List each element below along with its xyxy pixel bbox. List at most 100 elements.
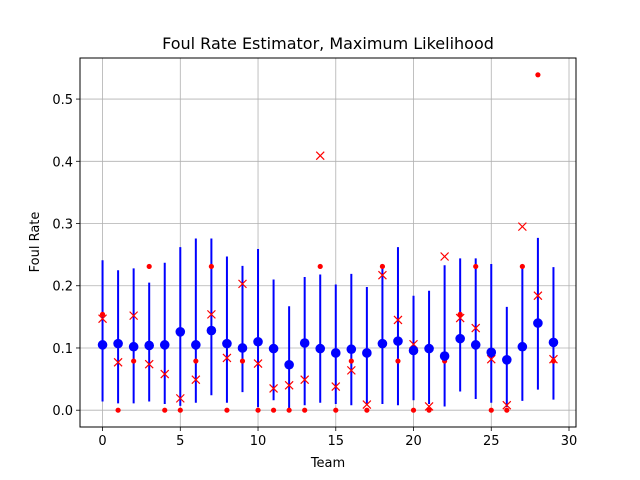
x-stroke <box>517 222 527 232</box>
estimate-point <box>346 344 357 355</box>
x-stroke <box>502 400 512 410</box>
red-dot-point <box>348 358 354 364</box>
x-tick-label: 25 <box>483 434 500 449</box>
red-dot-point <box>224 407 230 413</box>
estimate-point <box>175 326 186 337</box>
red-x-point <box>549 354 558 364</box>
estimate-point <box>517 341 528 352</box>
red-dot-point <box>519 263 525 270</box>
estimate-point <box>284 359 294 370</box>
x-stroke <box>269 383 279 393</box>
x-stroke <box>238 279 247 289</box>
red-x-point <box>377 270 387 280</box>
estimate-point <box>393 336 403 346</box>
red-dot-point <box>270 407 277 413</box>
y-tick-label: 0.3 <box>52 218 73 233</box>
estimate-point <box>222 338 232 349</box>
red-x-point <box>269 383 279 393</box>
red-dot-point <box>193 358 199 364</box>
x-stroke <box>362 400 372 410</box>
y-tick-label: 0.5 <box>52 93 73 108</box>
red-x-point <box>486 354 496 364</box>
red-dot-point <box>379 263 386 270</box>
red-dot-point <box>162 407 168 413</box>
interval-layer <box>101 237 555 409</box>
red-x-point <box>144 359 154 369</box>
estimate-point <box>470 340 481 350</box>
x-tick-label: 10 <box>250 434 267 449</box>
x-stroke <box>455 313 465 323</box>
x-stroke <box>98 314 107 324</box>
red-x-point <box>98 314 107 324</box>
x-stroke <box>222 353 232 363</box>
red-x-point <box>113 357 123 367</box>
y-tick-label: 0.1 <box>52 342 73 357</box>
estimate-point <box>268 343 279 354</box>
x-stroke <box>549 354 558 364</box>
estimate-point <box>408 345 419 356</box>
estimate-point <box>502 354 512 365</box>
red-x-point <box>471 323 481 333</box>
x-tick-label: 15 <box>328 434 345 449</box>
estimate-point <box>424 343 434 354</box>
red-x-point <box>191 375 201 385</box>
estimate-point <box>439 351 450 361</box>
x-stroke <box>253 359 263 368</box>
x-stroke <box>346 365 356 375</box>
marker-layer <box>97 72 559 413</box>
red-x-point <box>533 291 543 301</box>
x-stroke <box>144 359 154 369</box>
estimate-point <box>455 333 465 344</box>
estimate-point <box>113 338 123 349</box>
red-dot-point <box>146 263 152 270</box>
red-dot-point <box>99 311 106 317</box>
x-stroke <box>284 380 294 390</box>
red-x-point <box>517 222 527 232</box>
x-tick-label: 30 <box>561 434 578 449</box>
red-x-point <box>253 359 263 368</box>
x-stroke <box>471 323 481 333</box>
estimate-point <box>159 340 170 350</box>
red-x-point <box>129 311 139 321</box>
estimate-point <box>315 343 326 354</box>
estimate-point <box>97 340 108 350</box>
red-dot-point <box>535 72 541 78</box>
estimate-point <box>128 341 139 352</box>
chart-title: Foul Rate Estimator, Maximum Likelihood <box>162 34 494 53</box>
red-dot-point <box>488 407 494 413</box>
red-x-point <box>346 365 356 375</box>
red-x-point <box>455 313 465 323</box>
red-x-point <box>175 393 185 403</box>
estimate-point <box>253 336 263 347</box>
red-dot-point <box>302 407 308 413</box>
red-dot-point <box>131 358 137 364</box>
grid-layer <box>80 58 576 427</box>
red-dot-point <box>255 407 261 413</box>
x-tick-label: 5 <box>176 434 184 449</box>
red-dot-point <box>426 407 432 413</box>
estimate-point <box>330 348 341 358</box>
x-stroke <box>315 151 325 161</box>
x-stroke <box>331 382 341 391</box>
red-x-point <box>206 309 216 319</box>
x-stroke <box>486 354 496 364</box>
red-dot-point <box>333 407 339 413</box>
red-x-point <box>300 375 310 385</box>
x-stroke <box>113 357 123 367</box>
red-dot-point <box>177 407 183 413</box>
x-stroke <box>424 402 434 411</box>
estimate-point <box>533 318 543 328</box>
red-dot-point <box>317 263 323 270</box>
red-dot-point <box>504 407 510 413</box>
estimate-point <box>299 338 310 348</box>
x-stroke <box>191 375 201 385</box>
red-dot-point <box>208 263 214 270</box>
plot-frame <box>79 57 577 428</box>
estimate-point <box>486 347 497 358</box>
red-x-point <box>238 279 247 289</box>
red-x-point <box>440 252 450 261</box>
estimate-point <box>377 338 388 349</box>
red-x-point <box>284 380 294 390</box>
estimate-point <box>237 343 248 353</box>
